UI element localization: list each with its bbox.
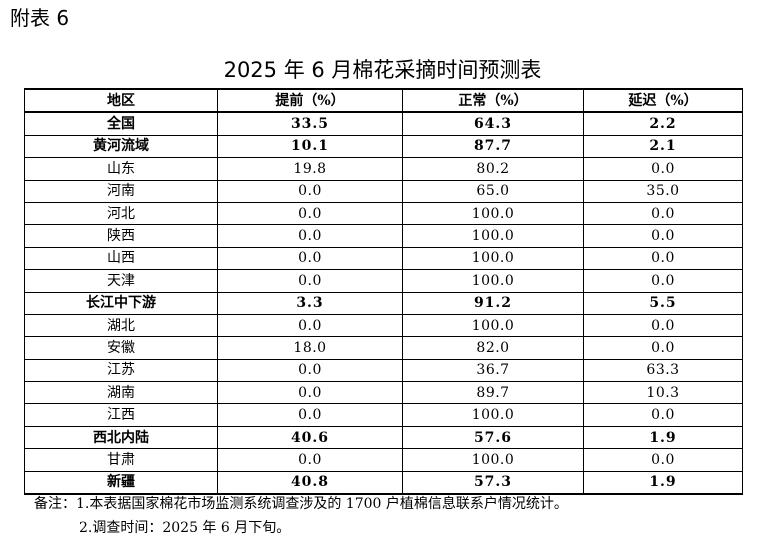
cell-normal: 65.0 xyxy=(402,179,584,203)
cell-normal: 100.0 xyxy=(402,246,584,271)
cell-early: 0.0 xyxy=(217,201,403,226)
cell-region: 河南 xyxy=(24,179,218,203)
cell-late: 5.5 xyxy=(583,291,743,315)
cell-early: 0.0 xyxy=(217,224,403,248)
cell-early: 0.0 xyxy=(217,246,403,271)
cell-region: 西北内陆 xyxy=(24,425,218,450)
cell-early: 0.0 xyxy=(217,381,403,405)
appendix-label: 附表 6 xyxy=(10,6,70,30)
cell-late: 0.0 xyxy=(583,403,743,427)
cell-normal: 100.0 xyxy=(402,224,584,248)
cell-normal: 100.0 xyxy=(402,269,584,293)
cell-late: 10.3 xyxy=(583,381,743,405)
table-body: 全国 33.5 64.3 2.2 黄河流域 10.1 87.7 2.1 山东 19.8 80.2 0.… xyxy=(24,111,743,496)
cell-early: 0.0 xyxy=(217,313,403,338)
cell-region: 江苏 xyxy=(24,358,218,383)
cell-early: 40.8 xyxy=(217,470,403,496)
cell-early: 0.0 xyxy=(217,448,403,472)
table-row: 天津 0.0 100.0 0.0 xyxy=(24,269,743,293)
cell-early: 10.1 xyxy=(217,134,403,159)
cell-late: 63.3 xyxy=(583,358,743,383)
cell-normal: 100.0 xyxy=(402,313,584,338)
table-row: 河北 0.0 100.0 0.0 xyxy=(24,201,743,226)
table-row: 黄河流域 10.1 87.7 2.1 xyxy=(24,134,743,159)
table-row: 甘肃 0.0 100.0 0.0 xyxy=(24,448,743,472)
cell-region: 湖南 xyxy=(24,381,218,405)
note-2: 2.调查时间：2025 年 6 月下旬。 xyxy=(79,520,291,536)
cell-region: 陕西 xyxy=(24,224,218,248)
table-row: 山西 0.0 100.0 0.0 xyxy=(24,246,743,271)
table-row: 湖北 0.0 100.0 0.0 xyxy=(24,313,743,338)
table-row: 山东 19.8 80.2 0.0 xyxy=(24,157,743,181)
cell-region: 山西 xyxy=(24,246,218,271)
cell-region: 湖北 xyxy=(24,313,218,338)
cell-early: 0.0 xyxy=(217,269,403,293)
cell-region: 天津 xyxy=(24,269,218,293)
cell-early: 40.6 xyxy=(217,425,403,450)
cell-late: 0.0 xyxy=(583,157,743,181)
cell-normal: 57.3 xyxy=(402,470,584,496)
cell-normal: 80.2 xyxy=(402,157,584,181)
column-header-region: 地区 xyxy=(24,88,218,113)
cell-normal: 87.7 xyxy=(402,134,584,159)
cell-early: 18.0 xyxy=(217,336,403,360)
table-title: 2025 年 6 月棉花采摘时间预测表 xyxy=(223,58,542,82)
table-row: 江西 0.0 100.0 0.0 xyxy=(24,403,743,427)
cell-normal: 100.0 xyxy=(402,403,584,427)
cell-normal: 36.7 xyxy=(402,358,584,383)
cell-early: 3.3 xyxy=(217,291,403,315)
cell-normal: 100.0 xyxy=(402,448,584,472)
cell-region: 甘肃 xyxy=(24,448,218,472)
table-row: 湖南 0.0 89.7 10.3 xyxy=(24,381,743,405)
notes: 备注：1.本表据国家棉花市场监测系统调查涉及的 1700 户植棉信息联系户情况统… xyxy=(34,492,568,540)
cell-region: 全国 xyxy=(24,111,218,136)
cell-region: 长江中下游 xyxy=(24,291,218,315)
cell-normal: 91.2 xyxy=(402,291,584,315)
cell-region: 新疆 xyxy=(24,470,218,496)
cell-normal: 82.0 xyxy=(402,336,584,360)
cell-region: 河北 xyxy=(24,201,218,226)
cell-late: 0.0 xyxy=(583,269,743,293)
cell-late: 0.0 xyxy=(583,448,743,472)
table-row: 西北内陆 40.6 57.6 1.9 xyxy=(24,425,743,450)
forecast-table: 地区 提前（%） 正常（%） 延迟（%） 全国 33.5 64.3 2.2 黄河流域 10… xyxy=(24,88,743,496)
table-row: 全国 33.5 64.3 2.2 xyxy=(24,111,743,136)
table-row: 陕西 0.0 100.0 0.0 xyxy=(24,224,743,248)
cell-early: 0.0 xyxy=(217,358,403,383)
cell-region: 江西 xyxy=(24,403,218,427)
cell-late: 1.9 xyxy=(583,470,743,496)
cell-normal: 57.6 xyxy=(402,425,584,450)
table-row: 江苏 0.0 36.7 63.3 xyxy=(24,358,743,383)
cell-early: 33.5 xyxy=(217,111,403,136)
cell-region: 安徽 xyxy=(24,336,218,360)
cell-late: 0.0 xyxy=(583,313,743,338)
table-row: 新疆 40.8 57.3 1.9 xyxy=(24,470,743,496)
cell-late: 1.9 xyxy=(583,425,743,450)
cell-early: 19.8 xyxy=(217,157,403,181)
table-row: 安徽 18.0 82.0 0.0 xyxy=(24,336,743,360)
cell-late: 35.0 xyxy=(583,179,743,203)
cell-late: 0.0 xyxy=(583,224,743,248)
cell-late: 0.0 xyxy=(583,246,743,271)
cell-early: 0.0 xyxy=(217,403,403,427)
table-row: 长江中下游 3.3 91.2 5.5 xyxy=(24,291,743,315)
cell-early: 0.0 xyxy=(217,179,403,203)
table-row: 河南 0.0 65.0 35.0 xyxy=(24,179,743,203)
column-header-normal: 正常（%） xyxy=(402,88,584,113)
cell-normal: 100.0 xyxy=(402,201,584,226)
cell-late: 0.0 xyxy=(583,201,743,226)
note-1: 备注：1.本表据国家棉花市场监测系统调查涉及的 1700 户植棉信息联系户情况统… xyxy=(34,496,568,512)
cell-late: 0.0 xyxy=(583,336,743,360)
cell-late: 2.1 xyxy=(583,134,743,159)
column-header-late: 延迟（%） xyxy=(583,88,743,113)
table-header-row: 地区 提前（%） 正常（%） 延迟（%） xyxy=(24,88,743,113)
cell-normal: 89.7 xyxy=(402,381,584,405)
cell-late: 2.2 xyxy=(583,111,743,136)
column-header-early: 提前（%） xyxy=(217,88,403,113)
cell-region: 黄河流域 xyxy=(24,134,218,159)
cell-region: 山东 xyxy=(24,157,218,181)
cell-normal: 64.3 xyxy=(402,111,584,136)
